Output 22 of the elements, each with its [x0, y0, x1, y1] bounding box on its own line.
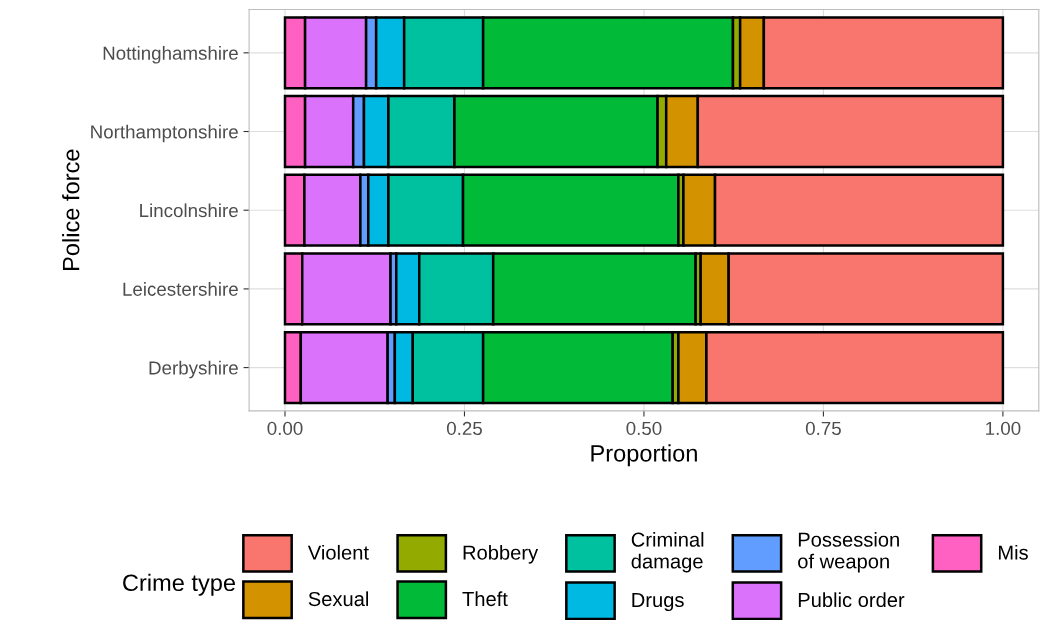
- x-tick-label: 0.00: [267, 421, 303, 436]
- x-tick-label: 0.50: [626, 421, 662, 436]
- legend-label: Possession of weapon: [798, 531, 899, 573]
- y-axis-title: Police force: [62, 149, 80, 270]
- y-tick-label: Northamptonshire: [91, 124, 238, 143]
- y-tick-label: Lincolnshire: [140, 203, 238, 218]
- x-tick-label: 1.00: [986, 421, 1021, 436]
- y-tick-label: Nottinghamshire: [103, 46, 238, 64]
- legend-label: Robbery: [463, 544, 539, 564]
- legend-label: Sexual: [308, 591, 369, 607]
- legend-label: Drugs: [632, 593, 684, 612]
- x-tick-label: 0.75: [805, 421, 841, 436]
- legend-label: Criminal damage: [631, 531, 704, 573]
- y-tick-label: Leicestershire: [123, 282, 238, 296]
- x-tick-label: 0.25: [446, 421, 482, 436]
- legend-label: Theft: [462, 591, 508, 607]
- legend-label: Mis: [998, 544, 1028, 560]
- y-tick-label: Derbyshire: [149, 360, 238, 379]
- legend-label: Violent: [307, 544, 369, 560]
- legend-label: Public order: [798, 592, 905, 608]
- x-axis-title: Proportion: [591, 444, 697, 467]
- legend-title: Crime type: [123, 573, 235, 596]
